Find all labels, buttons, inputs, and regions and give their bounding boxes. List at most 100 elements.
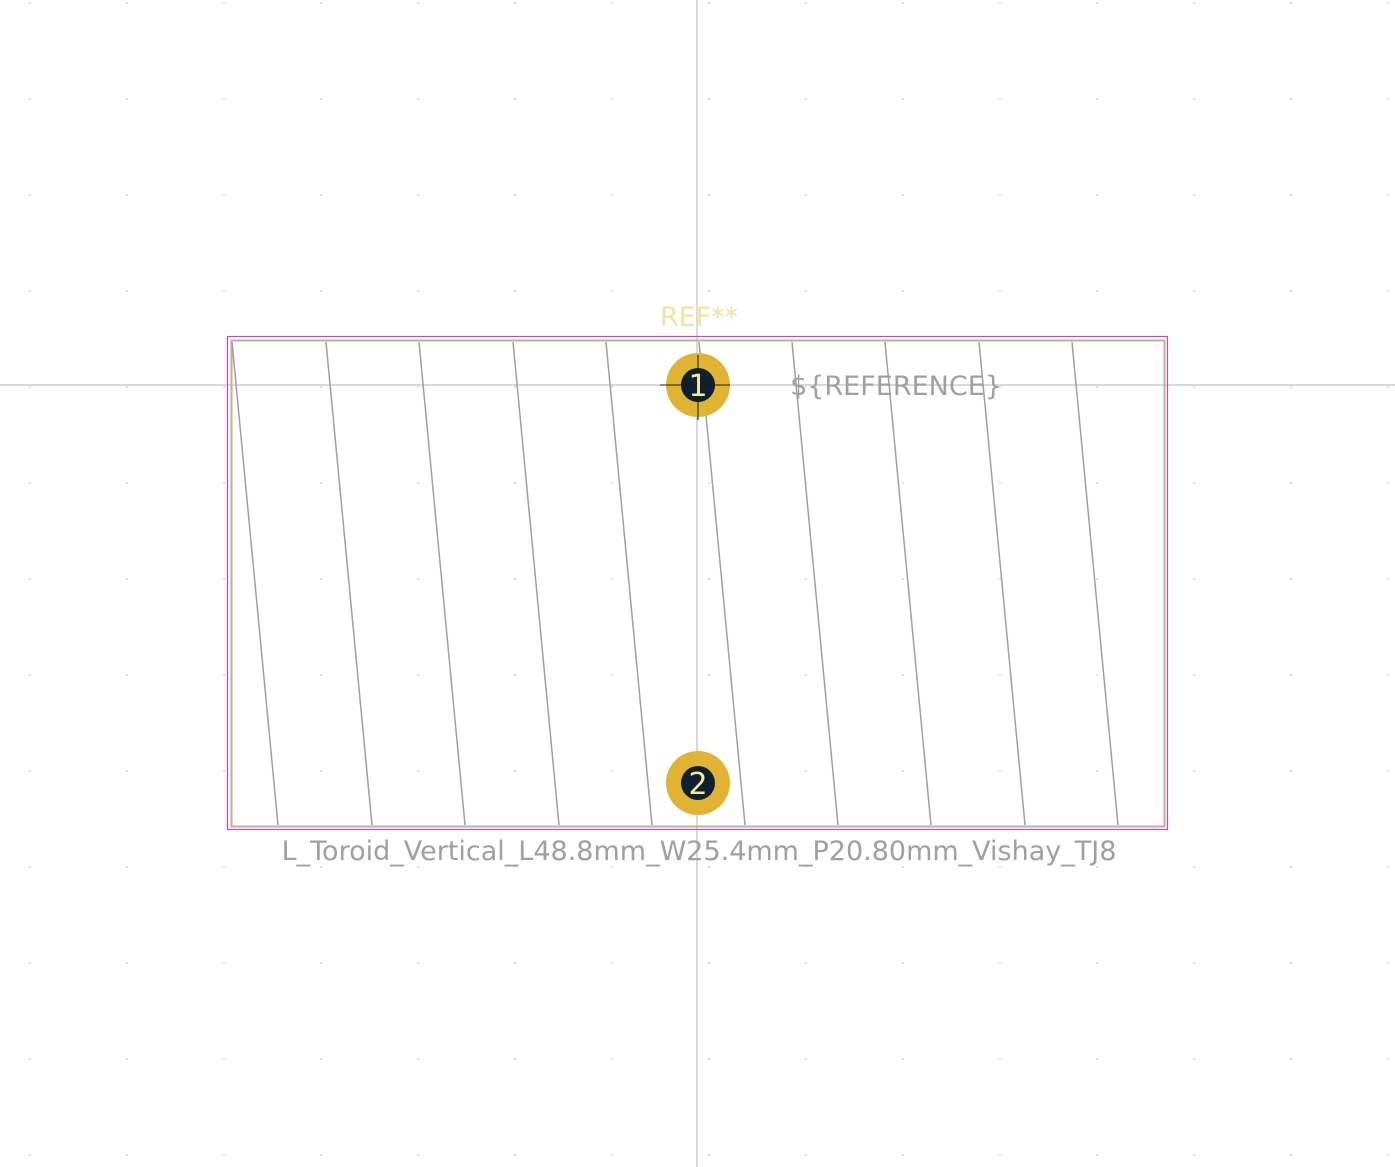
grid-dot	[708, 482, 710, 484]
grid-dot	[902, 1154, 904, 1156]
grid-dot	[902, 674, 904, 676]
grid-dot	[514, 962, 516, 964]
grid-dot	[1387, 386, 1389, 388]
grid-dot	[514, 770, 516, 772]
grid-dot	[29, 674, 31, 676]
grid-dot	[805, 386, 807, 388]
grid-dot	[708, 1058, 710, 1060]
grid-dot	[320, 194, 322, 196]
grid-dot	[999, 290, 1001, 292]
grid-dot	[417, 98, 419, 100]
grid-dot	[999, 1058, 1001, 1060]
grid-dot	[708, 674, 710, 676]
grid-dot	[611, 962, 613, 964]
reference-field-label[interactable]: ${REFERENCE}	[790, 371, 1002, 402]
grid-dot	[1193, 1154, 1195, 1156]
grid-dot	[126, 290, 128, 292]
grid-dot	[708, 866, 710, 868]
grid-dot	[805, 1058, 807, 1060]
grid-dot	[1290, 578, 1292, 580]
grid-dot	[223, 1058, 225, 1060]
reference-label[interactable]: REF**	[660, 302, 738, 333]
grid-dot	[126, 386, 128, 388]
grid-dot	[1290, 2, 1292, 4]
grid-dot	[417, 1058, 419, 1060]
grid-dot	[223, 962, 225, 964]
grid-dot	[514, 578, 516, 580]
grid-dot	[29, 98, 31, 100]
grid-dot	[1193, 386, 1195, 388]
grid-dot	[902, 386, 904, 388]
grid-dot	[708, 578, 710, 580]
winding-line	[978, 341, 1026, 826]
pad-2[interactable]: 2	[666, 751, 730, 815]
grid-dot	[1193, 674, 1195, 676]
grid-dot	[223, 578, 225, 580]
grid-dot	[126, 962, 128, 964]
grid-dot	[902, 290, 904, 292]
grid-dot	[29, 2, 31, 4]
grid-dot	[417, 386, 419, 388]
grid-dot	[1387, 1058, 1389, 1060]
grid-dot	[320, 290, 322, 292]
grid-dot	[1387, 194, 1389, 196]
winding-line	[791, 341, 839, 826]
grid-dot	[999, 386, 1001, 388]
grid-dot	[1290, 1058, 1292, 1060]
grid-dot	[805, 2, 807, 4]
grid-dot	[611, 482, 613, 484]
grid-dot	[29, 1058, 31, 1060]
grid-dot	[1387, 962, 1389, 964]
grid-dot	[417, 770, 419, 772]
grid-dot	[223, 290, 225, 292]
grid-dot	[29, 1154, 31, 1156]
footprint[interactable]: REF** ${REFERENCE} L_Toroid_Vertical_L48…	[226, 302, 1169, 867]
grid-dot	[126, 770, 128, 772]
grid-dot	[514, 290, 516, 292]
grid-dot	[1290, 290, 1292, 292]
grid-dot	[999, 2, 1001, 4]
courtyard-outline	[226, 335, 1169, 831]
grid-dot	[999, 482, 1001, 484]
grid-dot	[320, 674, 322, 676]
winding-line	[231, 341, 279, 826]
grid-dot	[223, 386, 225, 388]
grid-dot	[1193, 2, 1195, 4]
grid-dot	[1193, 770, 1195, 772]
grid-dot	[999, 674, 1001, 676]
grid-dot	[1290, 482, 1292, 484]
grid-dot	[514, 482, 516, 484]
winding-line	[512, 341, 560, 826]
grid-dot	[1290, 674, 1292, 676]
grid-dot	[1290, 866, 1292, 868]
grid-dot	[611, 770, 613, 772]
grid-dot	[999, 770, 1001, 772]
grid-dot	[126, 578, 128, 580]
grid-dot	[320, 578, 322, 580]
grid-dot	[805, 1154, 807, 1156]
grid-dot	[708, 98, 710, 100]
grid-dot	[223, 1154, 225, 1156]
grid-dot	[708, 194, 710, 196]
grid-dot	[1387, 2, 1389, 4]
grid-dot	[1096, 770, 1098, 772]
grid-dot	[223, 98, 225, 100]
grid-dot	[805, 290, 807, 292]
grid-dot	[223, 2, 225, 4]
grid-dot	[29, 866, 31, 868]
grid-dot	[320, 98, 322, 100]
pad-2-number: 2	[688, 767, 707, 802]
pad-1[interactable]: 1	[660, 353, 730, 420]
grid-dot	[126, 2, 128, 4]
grid-dot	[902, 770, 904, 772]
grid-dot	[1387, 578, 1389, 580]
grid-dot	[611, 578, 613, 580]
winding-line	[1071, 341, 1119, 826]
grid-dot	[805, 578, 807, 580]
grid-dot	[126, 98, 128, 100]
grid-dot	[1096, 482, 1098, 484]
grid-dot	[805, 866, 807, 868]
fab-outline	[230, 339, 1166, 828]
footprint-name-label[interactable]: L_Toroid_Vertical_L48.8mm_W25.4mm_P20.80…	[282, 836, 1117, 867]
